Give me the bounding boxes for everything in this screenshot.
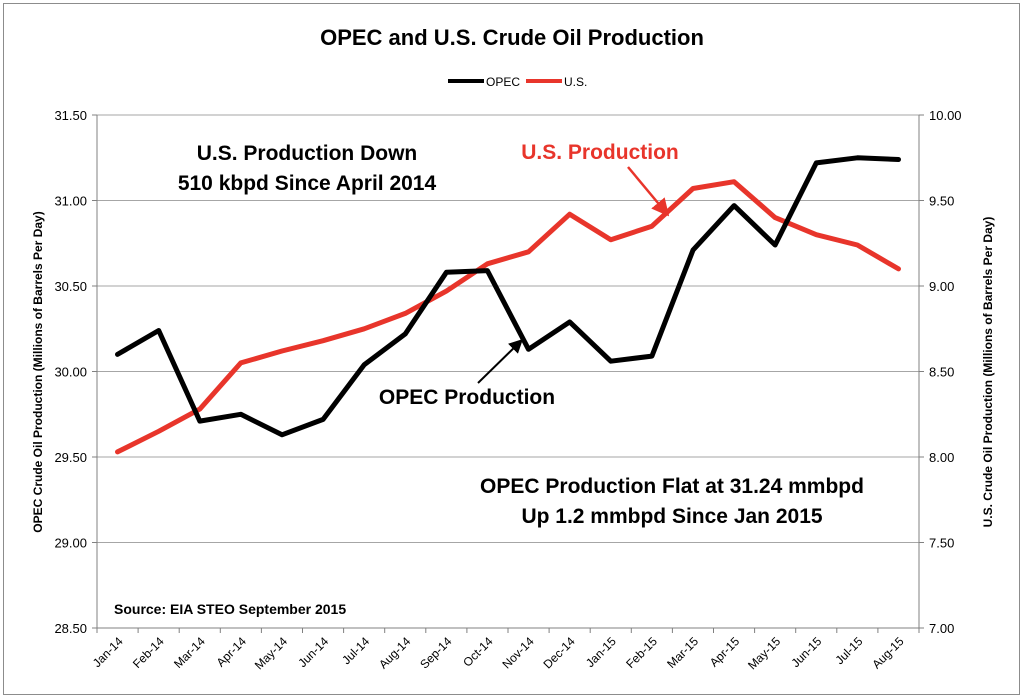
- x-tick-label: Jul-14: [339, 634, 372, 667]
- x-tick-label: Mar-14: [171, 634, 208, 671]
- left-y-tick-label: 29.00: [54, 536, 87, 551]
- x-tick-label: Feb-14: [130, 634, 167, 671]
- right-y-tick-label: 9.50: [929, 194, 954, 209]
- x-tick-label: Mar-15: [664, 634, 701, 671]
- right-y-tick-label: 8.50: [929, 365, 954, 380]
- gridlines: [92, 114, 924, 633]
- right-y-tick-label: 8.00: [929, 450, 954, 465]
- series-layer: [115, 155, 901, 455]
- left-y-tick-label: 30.50: [54, 279, 87, 294]
- x-tick-label: Jan-15: [583, 634, 619, 670]
- x-tick-label: Aug-14: [376, 634, 413, 671]
- x-tick-label: Sep-14: [417, 634, 454, 671]
- x-tick-label: Jan-14: [90, 634, 126, 670]
- x-tick-label: Dec-14: [541, 634, 578, 671]
- x-tick-label: Oct-14: [460, 634, 496, 670]
- us-series-line: [115, 179, 901, 455]
- x-tick-label: Jun-15: [789, 634, 825, 670]
- left-y-tick-labels: 28.50 29.00 29.50 30.00 30.50 31.00 31.50: [54, 108, 87, 636]
- x-tick-label: Jul-15: [832, 634, 865, 667]
- chart-title: OPEC and U.S. Crude Oil Production: [320, 25, 704, 50]
- legend-us-label: U.S.: [564, 75, 587, 89]
- source-note: Source: EIA STEO September 2015: [114, 601, 346, 617]
- annotation-opec-production: OPEC Production: [379, 386, 555, 409]
- x-tick-label: May-15: [745, 634, 783, 672]
- annotation-opec-flat-line1: OPEC Production Flat at 31.24 mmbpd: [480, 475, 864, 498]
- annotation-us-down-line1: U.S. Production Down: [197, 142, 418, 165]
- x-tick-label: Nov-14: [499, 634, 536, 671]
- x-tick-label: Aug-15: [869, 634, 906, 671]
- legend-opec-label: OPEC: [486, 75, 520, 89]
- annotation-us-production: U.S. Production: [521, 141, 679, 164]
- annotation-us-arrow: [627, 166, 670, 217]
- left-y-tick-label: 31.00: [54, 194, 87, 209]
- left-y-tick-label: 28.50: [54, 621, 87, 636]
- x-tick-labels: Jan-14 Feb-14 Mar-14 Apr-14 May-14 Jun-14 Jul-…: [90, 634, 907, 672]
- left-axis-title: OPEC Crude Oil Production (Millions of B…: [31, 211, 45, 532]
- annotation-us-down-line2: 510 kbpd Since April 2014: [178, 172, 437, 195]
- right-y-tick-label: 10.00: [929, 108, 962, 123]
- right-y-tick-label: 9.00: [929, 279, 954, 294]
- x-tick-label: Jun-14: [295, 634, 331, 670]
- x-tick-label: Apr-15: [707, 634, 743, 670]
- right-axis-title: U.S. Crude Oil Production (Millions of B…: [981, 217, 995, 528]
- legend: OPEC U.S.: [448, 75, 587, 89]
- axes: [96, 115, 920, 629]
- right-y-tick-label: 7.50: [929, 536, 954, 551]
- annotation-opec-flat-line2: Up 1.2 mmbpd Since Jan 2015: [521, 505, 822, 528]
- annotation-opec-arrow: [477, 339, 524, 384]
- left-y-tick-label: 30.00: [54, 365, 87, 380]
- left-y-tick-label: 29.50: [54, 450, 87, 465]
- left-y-tick-label: 31.50: [54, 108, 87, 123]
- right-y-tick-label: 7.00: [929, 621, 954, 636]
- x-tick-label: May-14: [252, 634, 290, 672]
- right-y-tick-labels: 7.00 7.50 8.00 8.50 9.00 9.50 10.00: [929, 108, 962, 636]
- x-tick-label: Apr-14: [214, 634, 250, 670]
- x-tick-label: Feb-15: [623, 634, 660, 671]
- opec-series-line: [115, 155, 901, 438]
